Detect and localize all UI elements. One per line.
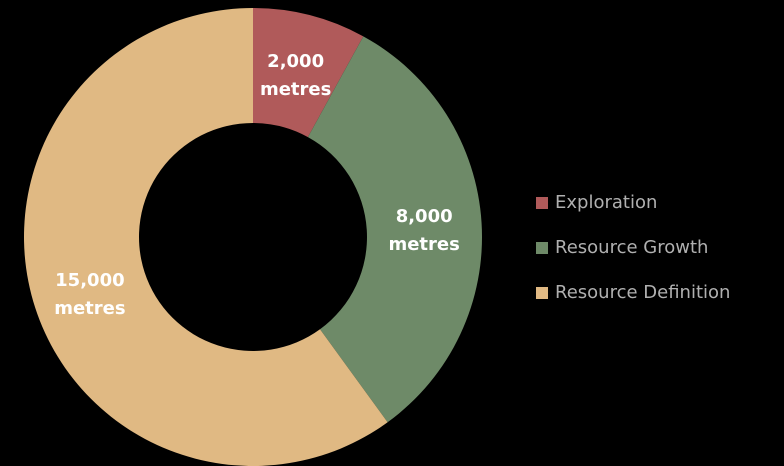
legend-swatch-exploration xyxy=(536,196,548,209)
donut-chart: 2,000 metres 8,000 metres 15,000 metres xyxy=(23,8,483,466)
slice-value-resource-definition: 15,000 xyxy=(55,270,124,291)
legend-item-resource-definition[interactable]: Resource Definition xyxy=(536,270,730,315)
slice-value-resource-growth: 8,000 xyxy=(396,206,453,227)
legend-label-exploration: Exploration xyxy=(555,192,658,213)
slice-unit-resource-definition: metres xyxy=(54,298,125,319)
slice-unit-exploration: metres xyxy=(260,79,331,100)
legend-swatch-resource-definition xyxy=(536,286,548,299)
legend-item-exploration[interactable]: Exploration xyxy=(536,180,730,225)
legend-item-resource-growth[interactable]: Resource Growth xyxy=(536,225,730,270)
chart-legend: Exploration Resource Growth Resource Def… xyxy=(536,180,730,315)
slice-label-resource-growth: 8,000 metres xyxy=(388,206,459,255)
legend-label-resource-definition: Resource Definition xyxy=(555,282,731,303)
slice-label-resource-definition: 15,000 metres xyxy=(54,270,125,319)
legend-label-resource-growth: Resource Growth xyxy=(555,237,709,258)
slice-value-exploration: 2,000 xyxy=(267,51,324,72)
legend-swatch-resource-growth xyxy=(536,241,548,254)
slice-label-exploration: 2,000 metres xyxy=(260,51,331,100)
slice-unit-resource-growth: metres xyxy=(388,234,459,255)
donut-slice-exploration[interactable] xyxy=(253,8,364,138)
donut-slice-resource-definition[interactable] xyxy=(23,8,388,466)
donut-slice-resource-growth[interactable] xyxy=(307,36,483,423)
